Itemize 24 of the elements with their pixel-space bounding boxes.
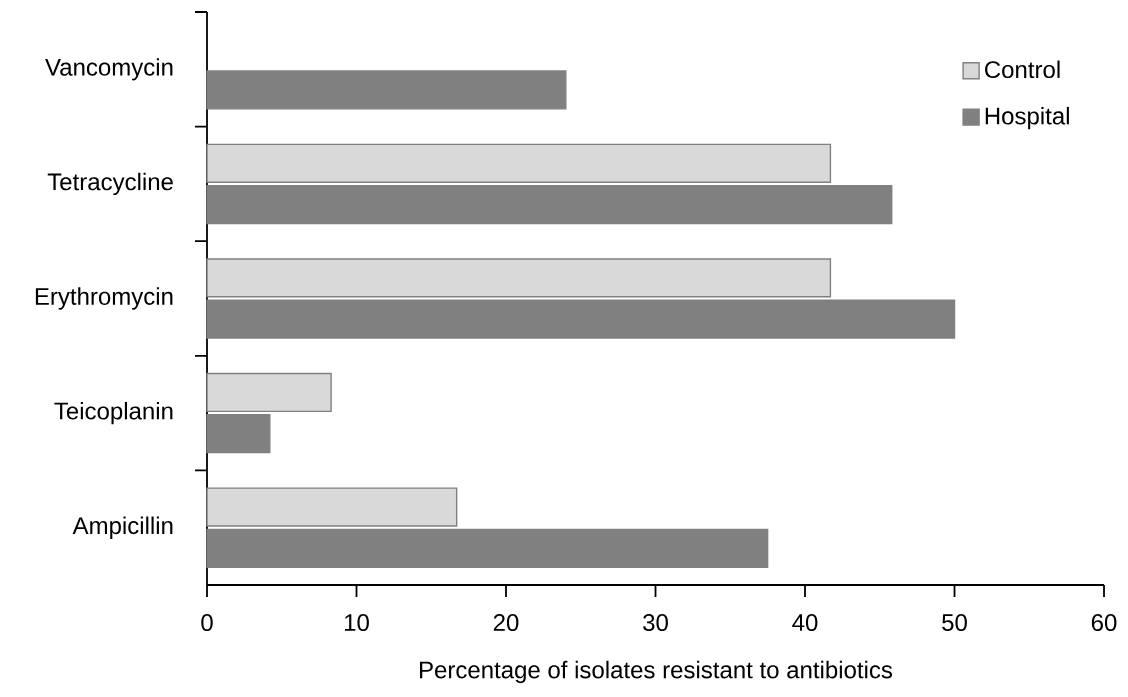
- x-tick-label: 20: [493, 614, 519, 632]
- bar: [206, 414, 271, 454]
- x-tick-label: 10: [344, 614, 369, 632]
- bar: [206, 487, 458, 527]
- bar: [206, 528, 769, 568]
- y-tick-label: Ampicillin: [72, 516, 173, 539]
- bar: [206, 184, 893, 225]
- bar: [206, 299, 956, 339]
- bar: [206, 372, 332, 413]
- bar: [206, 258, 832, 298]
- bar: [206, 143, 832, 183]
- x-tick-label: 50: [942, 614, 967, 632]
- y-tick-label: Erythromycin: [35, 287, 173, 310]
- y-tick-label: Vancomycin: [45, 58, 173, 81]
- x-axis-title: Percentage of isolates resistant to antibiotics: [420, 660, 893, 684]
- x-tick-label: 60: [1091, 614, 1117, 632]
- legend-label: Control: [985, 60, 1060, 79]
- x-tick-label: 30: [643, 614, 668, 632]
- y-tick-label: Teicoplanin: [54, 401, 173, 425]
- x-tick-label: 0: [201, 614, 213, 632]
- y-tick-label: Tetracycline: [47, 172, 173, 196]
- legend-label: Hospital: [985, 106, 1069, 130]
- x-tick-label: 40: [792, 614, 818, 632]
- bar: [206, 70, 567, 110]
